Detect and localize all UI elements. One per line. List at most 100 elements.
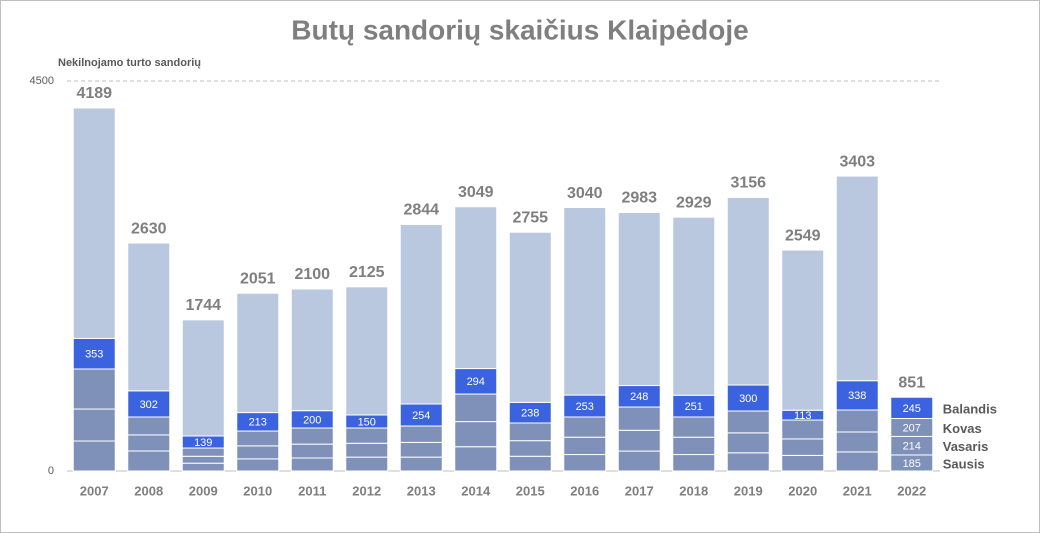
bar-rest [672,216,716,396]
bar-segment [508,440,552,457]
bar-segment [617,450,661,472]
y-tick-label: 4500 [30,75,54,87]
x-tick-label: 2017 [625,483,654,498]
x-tick-label: 2022 [897,483,926,498]
legend-label: Kovas [943,421,982,436]
bar-segment [399,425,443,443]
bar-segment [72,440,116,472]
segment-label: 113 [794,410,812,422]
bar-segment [290,443,334,459]
bar-segment [454,421,498,448]
total-label: 3040 [567,185,603,202]
bar-segment [454,446,498,472]
total-label: 3049 [458,184,494,201]
x-tick-label: 2014 [461,483,491,498]
legend-label: Vasaris [943,439,989,454]
y-axis-title: Nekilnojamo turto sandorių [58,57,201,69]
legend-label: Sausis [943,456,985,471]
segment-label: 300 [739,393,757,405]
bar-segment [345,456,389,472]
total-label: 2929 [676,194,712,211]
bar-segment [345,427,389,444]
bar-segment [835,451,879,472]
total-label: 2844 [403,202,439,219]
bar-segment [345,442,389,458]
bar-rest [399,224,443,405]
bar-segment [890,396,934,419]
segment-label: 353 [85,349,103,361]
segment-label: 253 [576,401,594,413]
segment-label: 200 [303,414,321,426]
bar-segment [72,368,116,410]
x-tick-label: 2011 [298,483,326,498]
bar-segment [563,416,607,438]
bar-segment [563,436,607,456]
total-label: 3156 [730,175,766,192]
x-tick-label: 2007 [80,483,109,498]
bar-rest [563,207,607,396]
total-label: 2630 [131,220,167,237]
x-tick-label: 2012 [352,483,381,498]
segment-label: 248 [630,391,648,403]
bar-segment [563,454,607,472]
bar-segment [236,445,280,460]
bar-segment [127,450,171,472]
x-tick-label: 2009 [189,483,218,498]
y-tick-label: 0 [48,465,54,477]
segment-label: 139 [194,437,212,449]
bar-rest [181,319,225,437]
bar-segment [617,406,661,431]
x-tick-label: 2015 [516,483,545,498]
segment-label: 245 [903,403,921,415]
bar-segment [127,434,171,452]
bar-segment [781,454,825,472]
x-tick-label: 2010 [243,483,272,498]
x-tick-label: 2020 [788,483,817,498]
bar-segment [672,454,716,472]
bar-segment [236,458,280,472]
bar-segment [181,462,225,472]
bar-rest [345,286,389,416]
bar-segment [181,455,225,464]
bar-segment [672,416,716,438]
bar-segment [781,438,825,456]
bar-segment [835,380,879,411]
segment-label: 214 [903,441,921,453]
total-label: 2549 [785,227,821,244]
bar-segment [290,457,334,472]
total-label: 1744 [185,297,221,314]
total-label: 2125 [349,264,385,281]
segment-label: 254 [412,410,430,422]
bar-rest [617,211,661,387]
segment-label: 150 [358,416,376,428]
bar-rest [127,242,171,392]
bar-rest [781,249,825,411]
x-tick-label: 2021 [843,483,872,498]
bar-rest [290,288,334,412]
segment-label: 213 [249,417,267,429]
bar-segment [72,408,116,442]
chart-title: Butų sandorių skaičius Klaipėdoje [291,14,748,45]
x-tick-label: 2019 [734,483,763,498]
total-label: 2983 [621,190,657,207]
segment-label: 185 [903,458,921,470]
bar-segment [127,390,171,418]
bar-segment [726,384,770,412]
bar-segment [127,416,171,436]
bar-segment [181,447,225,457]
bar-segment [617,429,661,452]
bar-rest [454,206,498,370]
bar-segment [726,410,770,434]
total-label: 2051 [240,270,276,287]
total-label: 4189 [76,85,112,102]
bar-segment [781,419,825,440]
segment-label: 251 [685,401,703,413]
bar-segment [454,393,498,423]
bar-rest [726,196,770,386]
x-tick-label: 2008 [134,483,163,498]
x-tick-label: 2018 [679,483,708,498]
bar-segment [508,455,552,472]
bar-rest [72,107,116,339]
total-label: 2755 [512,209,548,226]
segment-label: 302 [140,399,158,411]
